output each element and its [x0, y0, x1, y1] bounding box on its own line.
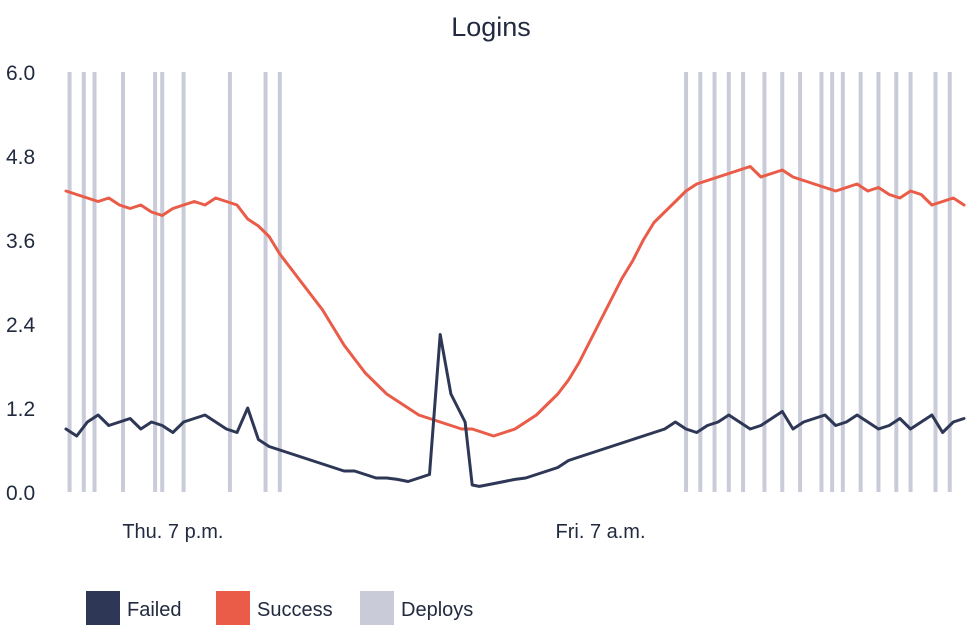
- legend-item-deploys: Deploys: [360, 591, 473, 625]
- chart-title: Logins: [451, 12, 531, 42]
- legend-label: Deploys: [401, 599, 473, 621]
- deploys-layer: [67, 72, 952, 492]
- legend-swatch: [360, 591, 394, 625]
- y-tick-label: 6.0: [6, 62, 35, 85]
- y-tick-label: 0.0: [6, 482, 35, 505]
- legend-label: Success: [257, 599, 333, 621]
- series-lines: [64, 165, 966, 488]
- y-tick-label: 4.8: [6, 146, 35, 169]
- legend-label: Failed: [127, 599, 181, 621]
- y-tick-label: 3.6: [6, 230, 35, 253]
- x-tick-label: Thu. 7 p.m.: [122, 521, 223, 543]
- legend-item-success: Success: [216, 591, 333, 625]
- y-tick-label: 1.2: [6, 398, 35, 421]
- legend-swatch: [86, 591, 120, 625]
- y-tick-label: 2.4: [6, 314, 36, 337]
- series-line-failed: [64, 333, 966, 488]
- x-tick-label: Fri. 7 a.m.: [556, 521, 646, 543]
- series-line-success: [64, 165, 966, 438]
- x-axis: Thu. 7 p.m. Fri. 7 a.m.: [122, 521, 645, 543]
- legend-swatch: [216, 591, 250, 625]
- legend-item-failed: Failed: [86, 591, 181, 625]
- legend: Failed Success Deploys: [86, 591, 473, 625]
- y-axis: 0.0 1.2 2.4 3.6 4.8 6.0: [6, 62, 36, 505]
